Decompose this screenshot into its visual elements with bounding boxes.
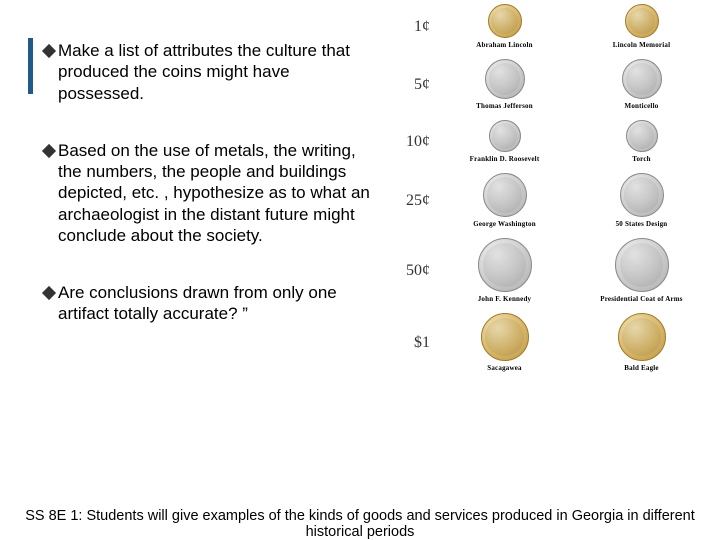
coin-label: Thomas Jefferson: [476, 102, 533, 110]
coin-row: 1¢ Abraham Lincoln Lincoln Memorial: [400, 4, 710, 49]
coin-back-icon: [620, 173, 664, 217]
coin-denomination: 25¢: [400, 192, 436, 210]
coin-front-icon: [489, 120, 521, 152]
coin-label: Torch: [632, 155, 651, 163]
coin-cell: Thomas Jefferson: [445, 59, 565, 110]
coin-cell: Bald Eagle: [582, 313, 702, 372]
coin-row: $1 Sacagawea Bald Eagle: [400, 313, 710, 372]
coin-cell: John F. Kennedy: [445, 238, 565, 303]
bullet-text: Are conclusions drawn from only one arti…: [58, 282, 374, 325]
diamond-bullet-icon: [42, 144, 56, 158]
coin-denomination: 1¢: [400, 18, 436, 36]
coin-label: Abraham Lincoln: [476, 41, 532, 49]
coin-front-icon: [483, 173, 527, 217]
coin-back-icon: [622, 59, 662, 99]
diamond-bullet-icon: [42, 286, 56, 300]
coin-cell: 50 States Design: [582, 173, 702, 228]
coin-cell: Sacagawea: [445, 313, 565, 372]
bullet-list: Make a list of attributes the culture th…: [44, 40, 374, 361]
coin-row: 25¢ George Washington 50 States Design: [400, 173, 710, 228]
coin-cell: Monticello: [582, 59, 702, 110]
coin-label: Lincoln Memorial: [613, 41, 670, 49]
footer-text: SS 8E 1: Students will give examples of …: [14, 508, 706, 540]
coin-front-icon: [481, 313, 529, 361]
coin-cell: Presidential Coat of Arms: [582, 238, 702, 303]
footer-bar: SS 8E 1: Students will give examples of …: [0, 508, 720, 540]
coin-label: Monticello: [625, 102, 659, 110]
coin-front-icon: [485, 59, 525, 99]
coin-label: George Washington: [473, 220, 536, 228]
coin-pair: Franklin D. Roosevelt Torch: [436, 120, 710, 163]
coin-cell: Torch: [582, 120, 702, 163]
bullet-item: Are conclusions drawn from only one arti…: [44, 282, 374, 325]
coin-label: Sacagawea: [487, 364, 521, 372]
coin-row: 50¢ John F. Kennedy Presidential Coat of A…: [400, 238, 710, 303]
coin-pair: Sacagawea Bald Eagle: [436, 313, 710, 372]
diamond-bullet-icon: [42, 44, 56, 58]
coin-cell: Lincoln Memorial: [582, 4, 702, 49]
coin-back-icon: [626, 120, 658, 152]
accent-bar: [28, 38, 33, 94]
coin-row: 10¢ Franklin D. Roosevelt Torch: [400, 120, 710, 163]
coin-row: 5¢ Thomas Jefferson Monticello: [400, 59, 710, 110]
bullet-text: Make a list of attributes the culture th…: [58, 40, 374, 104]
coin-denomination: $1: [400, 334, 436, 352]
coin-label: Bald Eagle: [624, 364, 658, 372]
coin-pair: George Washington 50 States Design: [436, 173, 710, 228]
coin-back-icon: [618, 313, 666, 361]
coin-back-icon: [615, 238, 669, 292]
bullet-item: Based on the use of metals, the writing,…: [44, 140, 374, 246]
coin-pair: John F. Kennedy Presidential Coat of Arms: [436, 238, 710, 303]
coin-pair: Abraham Lincoln Lincoln Memorial: [436, 4, 710, 49]
coin-pair: Thomas Jefferson Monticello: [436, 59, 710, 110]
coin-label: Presidential Coat of Arms: [600, 295, 682, 303]
coin-cell: George Washington: [445, 173, 565, 228]
coin-denomination: 10¢: [400, 133, 436, 151]
coin-front-icon: [478, 238, 532, 292]
coin-table: 1¢Abraham LincolnLincoln Memorial5¢Thoma…: [400, 4, 710, 382]
coin-label: Franklin D. Roosevelt: [470, 155, 540, 163]
bullet-text: Based on the use of metals, the writing,…: [58, 140, 374, 246]
coin-denomination: 5¢: [400, 76, 436, 94]
bullet-item: Make a list of attributes the culture th…: [44, 40, 374, 104]
coin-denomination: 50¢: [400, 262, 436, 280]
coin-back-icon: [625, 4, 659, 38]
coin-cell: Abraham Lincoln: [445, 4, 565, 49]
coin-label: 50 States Design: [616, 220, 668, 228]
coin-cell: Franklin D. Roosevelt: [445, 120, 565, 163]
coin-label: John F. Kennedy: [478, 295, 532, 303]
coin-front-icon: [488, 4, 522, 38]
